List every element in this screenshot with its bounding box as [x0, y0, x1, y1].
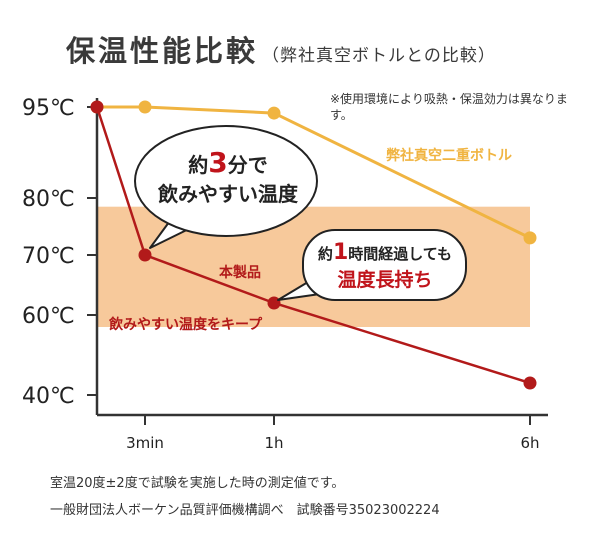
product-point — [523, 376, 537, 390]
bottle-point — [523, 231, 537, 245]
callout-2-part: 1 — [333, 240, 348, 265]
footer-condition: 室温20度±2度で試験を実施した時の測定値です。 — [50, 476, 345, 491]
callout-1-line1: 約3分で — [188, 146, 267, 179]
callout-2-line1: 約1時間経過しても — [318, 240, 452, 265]
callout-1-part: 3 — [208, 146, 227, 179]
y-tick-label: 60℃ — [22, 304, 75, 329]
x-tick-label: 6h — [520, 434, 539, 452]
callout-1-part: 分で — [228, 153, 268, 177]
bottle-series-label: 弊社真空二重ボトル — [386, 147, 512, 164]
product-point — [90, 100, 104, 114]
y-tick-label: 40℃ — [22, 384, 75, 409]
product-series-line — [95, 106, 531, 385]
footer-source: 一般財団法人ボーケン品質評価機構調べ 試験番号35023002224 — [50, 503, 440, 518]
callout-1-line2: 飲みやすい温度 — [157, 182, 299, 206]
y-tick-label: 80℃ — [22, 187, 75, 212]
x-tick-label: 1h — [264, 434, 283, 452]
chart-subtitle: （弊社真空ボトルとの比較） — [262, 46, 496, 66]
callout-1-bubble — [134, 125, 318, 237]
callout-1-part: 約 — [188, 153, 208, 177]
chart-title-main: 保温性能比較 — [66, 34, 259, 68]
chart-title: 保温性能比較 （弊社真空ボトルとの比較） — [66, 28, 496, 70]
y-tick-label: 70℃ — [22, 244, 75, 269]
callout-2-join — [316, 276, 336, 292]
bottle-point — [267, 106, 281, 120]
band-label: 飲みやすい温度をキープ — [108, 316, 263, 333]
callout-2-line2: 温度長持ち — [337, 268, 432, 291]
bottle-series-line — [97, 105, 531, 240]
callout-1-join — [169, 213, 206, 224]
callout-2-bubble — [302, 229, 467, 301]
product-point — [267, 296, 281, 310]
bottle-point — [138, 100, 152, 114]
y-tick-label: 95℃ — [22, 96, 75, 121]
callout-2-part: 約 — [318, 245, 333, 263]
usage-note: ※使用環境により吸熱・保温効力は異なります。 — [330, 92, 568, 122]
product-point — [138, 248, 152, 262]
x-tick-label: 3min — [126, 434, 164, 452]
product-series-label: 本製品 — [219, 264, 261, 281]
callout-2-part: 時間経過しても — [348, 245, 452, 263]
